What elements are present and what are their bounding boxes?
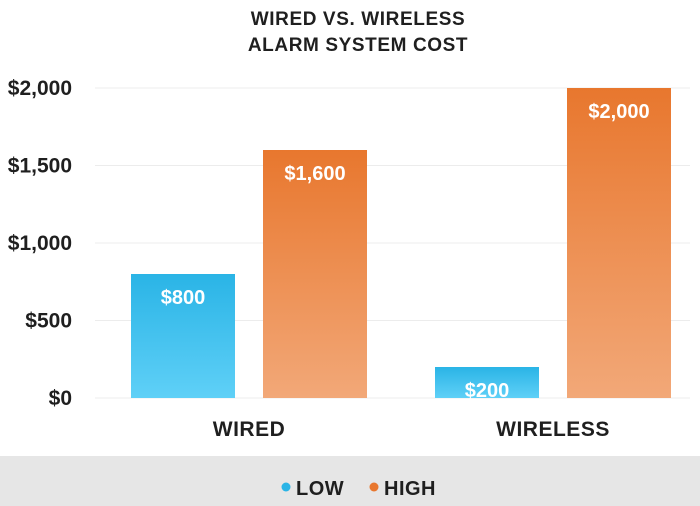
x-axis: WIRED WIRELESS [213, 418, 610, 441]
y-tick-label: $1,000 [8, 232, 72, 255]
legend-marker-high [369, 482, 379, 492]
bar-wired-low [131, 274, 235, 398]
data-label: $2,000 [588, 101, 649, 123]
chart-title-line-2: ALARM SYSTEM COST [248, 35, 468, 56]
data-label: $1,600 [284, 163, 345, 185]
legend: LOW HIGH [281, 478, 436, 500]
bar-wireless-low [435, 367, 539, 398]
y-tick-label: $0 [49, 387, 72, 410]
y-tick-label: $1,500 [8, 155, 72, 178]
data-label: $800 [161, 287, 206, 309]
legend-label-high: HIGH [384, 478, 436, 500]
y-axis: $0 $500 $1,000 $1,500 $2,000 [8, 77, 72, 410]
bar-wired-high [263, 150, 367, 398]
legend-marker-low [281, 482, 291, 492]
category-label: WIRELESS [496, 418, 610, 441]
category-label: WIRED [213, 418, 286, 441]
legend-band [0, 456, 700, 506]
chart-title-line-1: WIRED VS. WIRELESS [251, 9, 466, 30]
y-tick-label: $500 [25, 310, 72, 333]
bar-wireless-high [567, 88, 671, 398]
data-label: $200 [465, 380, 510, 402]
bars: $800 $1,600 $200 $2,000 [131, 88, 671, 402]
legend-label-low: LOW [296, 478, 344, 500]
y-tick-label: $2,000 [8, 77, 72, 100]
